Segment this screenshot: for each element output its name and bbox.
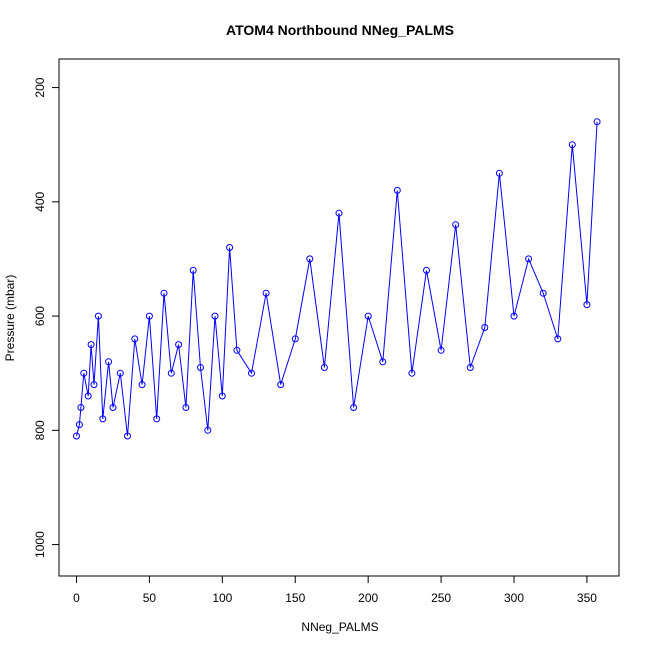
data-point (320, 364, 328, 371)
data-point (364, 312, 372, 320)
y-tick-label: 600 (33, 306, 47, 326)
data-point (84, 392, 92, 400)
x-tick-label: 0 (73, 591, 80, 605)
y-tick-label: 200 (33, 77, 47, 97)
data-point (291, 335, 299, 343)
data-layer (73, 118, 601, 440)
x-tick-label: 200 (358, 591, 378, 605)
data-point (408, 369, 416, 377)
data-point (197, 364, 204, 371)
data-point (73, 432, 80, 440)
data-point (145, 312, 153, 320)
y-axis-label: Pressure (mbar) (3, 275, 17, 362)
data-point (94, 312, 102, 320)
data-point (379, 358, 387, 366)
x-tick-label: 300 (504, 591, 524, 605)
plot-frame (58, 58, 620, 577)
data-point (306, 255, 314, 263)
data-point (182, 404, 190, 411)
x-tick-label: 150 (285, 591, 305, 605)
y-axis: 200 400 600 800 1000 (33, 77, 60, 558)
data-point (175, 341, 183, 349)
data-point (568, 141, 576, 149)
data-point (105, 358, 113, 366)
data-point (423, 266, 430, 274)
y-tick-label: 400 (33, 191, 47, 211)
data-point (593, 118, 601, 126)
data-point (204, 426, 212, 434)
data-point (90, 381, 98, 389)
x-tick-label: 100 (212, 591, 232, 605)
data-point (393, 186, 401, 194)
data-point (233, 346, 241, 354)
data-point (167, 369, 175, 377)
data-point (262, 289, 270, 297)
data-point (116, 369, 124, 377)
data-point (138, 381, 146, 389)
data-point (583, 301, 591, 309)
data-point (554, 335, 562, 343)
data-point (466, 364, 474, 371)
data-point (481, 324, 489, 331)
data-point (226, 244, 234, 251)
data-point (124, 432, 131, 440)
data-point (510, 312, 518, 320)
data-point (99, 415, 107, 423)
x-axis-label: NNeg_PALMS (301, 620, 378, 634)
data-point (189, 266, 197, 274)
data-point (525, 255, 533, 263)
data-point (87, 341, 95, 349)
data-point (452, 221, 460, 229)
x-tick-label: 250 (431, 591, 451, 605)
data-point (437, 346, 445, 354)
data-point (335, 209, 343, 217)
y-tick-label: 1000 (33, 531, 47, 558)
data-point (153, 415, 161, 423)
data-point (131, 335, 139, 343)
x-tick-label: 350 (577, 591, 597, 605)
y-tick-label: 800 (33, 420, 47, 440)
data-point (75, 421, 83, 429)
series-line (76, 121, 598, 437)
data-point (77, 404, 85, 411)
data-point (350, 404, 358, 411)
data-point (539, 289, 547, 297)
data-point (218, 392, 226, 400)
data-point (277, 381, 285, 389)
data-point (160, 289, 168, 297)
data-point (80, 369, 88, 377)
x-tick-label: 50 (143, 591, 157, 605)
chart-title: ATOM4 Northbound NNeg_PALMS (226, 22, 454, 38)
x-axis: 0 50 100 150 200 250 300 350 (73, 575, 597, 605)
data-point (109, 404, 117, 411)
data-point (211, 312, 219, 320)
data-point (495, 169, 503, 177)
data-point (248, 369, 255, 377)
